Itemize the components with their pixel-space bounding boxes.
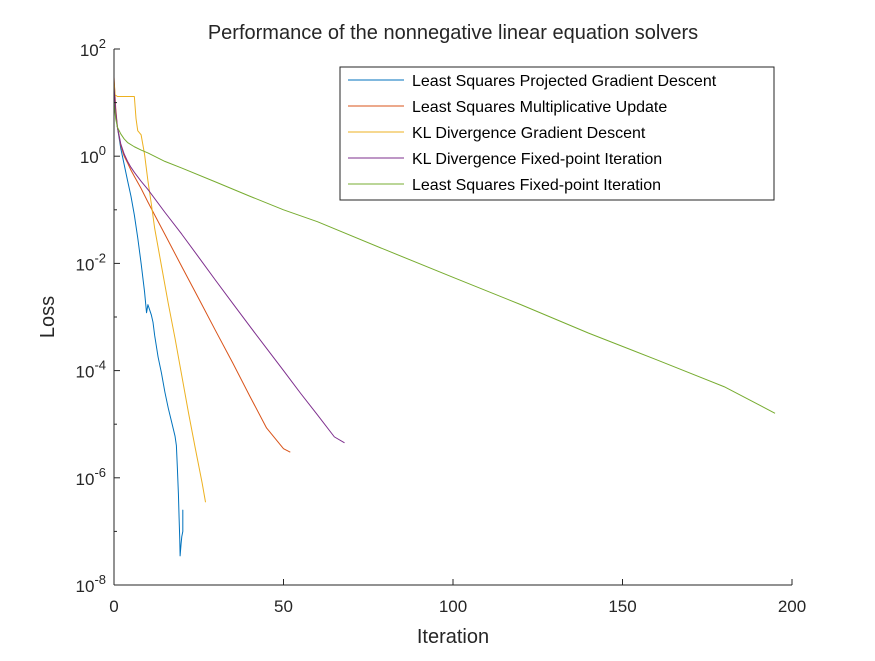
series-line-3	[113, 81, 207, 503]
legend-label: KL Divergence Gradient Descent	[412, 125, 646, 142]
legend-item: KL Divergence Fixed-point Iteration	[348, 151, 662, 168]
x-tick-label: 150	[608, 597, 636, 616]
y-tick-label: 100	[80, 143, 106, 167]
y-tick-label: 10-8	[76, 572, 106, 596]
x-tick-label: 200	[778, 597, 806, 616]
y-tick-label: 10-6	[76, 465, 106, 489]
legend-item: KL Divergence Gradient Descent	[348, 125, 646, 142]
legend-label: Least Squares Fixed-point Iteration	[412, 177, 661, 194]
legend-label: Least Squares Multiplicative Update	[412, 99, 667, 116]
ticks-layer: 0 50 100 150 200 10-8 10-6 10-4 10-2 100 102	[76, 36, 807, 616]
chart-title: Performance of the nonnegative linear eq…	[208, 22, 698, 44]
legend-item: Least Squares Projected Gradient Descent	[348, 73, 717, 90]
legend-label: Least Squares Projected Gradient Descent	[412, 73, 717, 90]
y-tick-label: 102	[80, 36, 106, 60]
x-tick-label: 50	[274, 597, 293, 616]
legend-box	[339, 66, 775, 201]
x-tick-label: 100	[439, 597, 467, 616]
x-axis-label: Iteration	[417, 626, 489, 648]
series-line-5	[113, 102, 776, 414]
y-axis-label: Loss	[37, 296, 59, 338]
x-tick-label: 0	[109, 597, 118, 616]
legend-label: KL Divergence Fixed-point Iteration	[412, 151, 662, 168]
series-layer	[113, 77, 776, 557]
legend-items: Least Squares Projected Gradient Descent…	[348, 73, 717, 194]
series-line-1	[113, 102, 184, 557]
legend-item: Least Squares Multiplicative Update	[348, 99, 667, 116]
legend-item: Least Squares Fixed-point Iteration	[348, 177, 661, 194]
legend: Least Squares Projected Gradient Descent…	[339, 66, 775, 201]
series-line-4	[113, 86, 345, 444]
y-tick-label: 10-4	[76, 358, 106, 382]
y-tick-label: 10-2	[76, 250, 106, 274]
